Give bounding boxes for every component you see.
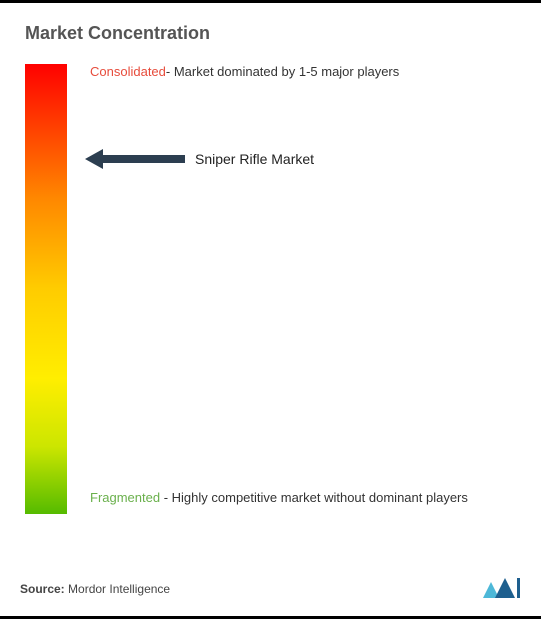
logo-svg <box>481 576 521 601</box>
brand-logo <box>481 576 521 601</box>
marker-label: Sniper Rifle Market <box>195 151 314 167</box>
fragmented-highlight: Fragmented <box>90 490 160 505</box>
marker-row: Sniper Rifle Market <box>85 149 314 169</box>
fragmented-text: - Highly competitive market without domi… <box>160 490 468 505</box>
consolidated-annotation: Consolidated- Market dominated by 1-5 ma… <box>90 64 510 79</box>
consolidated-text: - Market dominated by 1-5 major players <box>166 64 399 79</box>
gradient-svg <box>25 64 67 514</box>
source-footer: Source: Mordor Intelligence <box>20 582 170 596</box>
source-label: Source: <box>20 582 65 596</box>
concentration-gradient-bar <box>25 64 67 514</box>
consolidated-highlight: Consolidated <box>90 64 166 79</box>
content-area: Consolidated- Market dominated by 1-5 ma… <box>0 64 541 544</box>
source-value: Mordor Intelligence <box>68 582 170 596</box>
arrow-icon <box>85 149 185 169</box>
fragmented-annotation: Fragmented - Highly competitive market w… <box>90 486 510 509</box>
page-title: Market Concentration <box>25 23 541 44</box>
